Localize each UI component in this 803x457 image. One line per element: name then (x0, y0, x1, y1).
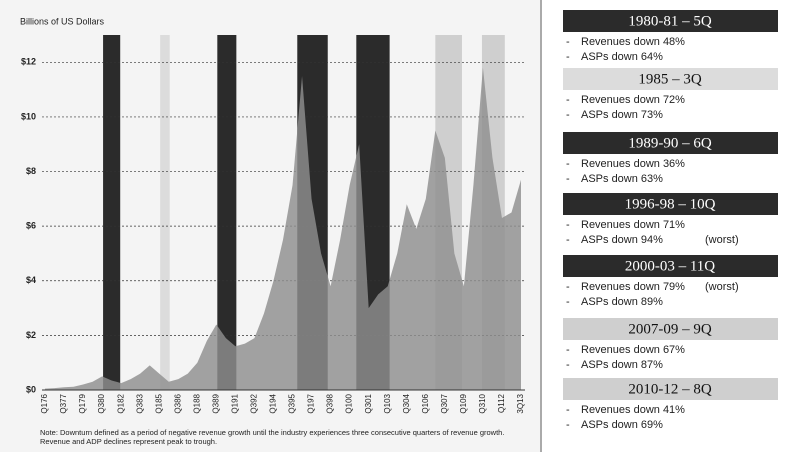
panel-title: 1980-81 – 5Q (628, 13, 711, 29)
bullet: - (566, 234, 570, 246)
footnote: Note: Downturn defined as a period of ne… (40, 428, 505, 446)
panel-title: 2010-12 – 8Q (628, 381, 711, 397)
x-tick-label: Q103 (383, 393, 392, 413)
x-tick-label: Q310 (478, 393, 487, 413)
panel-header (563, 10, 778, 32)
bullet: - (566, 359, 570, 371)
bullet: - (566, 109, 570, 121)
panel-item: ASPs down 64% (581, 51, 663, 63)
panel-item: Revenues down 41% (581, 404, 685, 416)
y-tick-label: $2 (26, 330, 36, 340)
bullet: - (566, 344, 570, 356)
x-tick-label: Q188 (192, 393, 201, 413)
y-tick-label: $4 (26, 275, 36, 285)
panel-item: Revenues down 48% (581, 36, 685, 48)
downturn-band (160, 35, 170, 390)
x-tick-label: Q386 (173, 393, 182, 413)
x-tick-label: Q191 (231, 393, 240, 413)
x-tick-label: Q176 (40, 393, 49, 413)
y-tick-label: $0 (26, 384, 36, 394)
area (45, 67, 521, 391)
x-tick-label: Q398 (326, 393, 335, 413)
panel-header (563, 193, 778, 215)
panel-header (563, 132, 778, 154)
panel-item: Revenues down 67% (581, 344, 685, 356)
x-tick-label: Q377 (59, 393, 68, 413)
x-tick-label: Q182 (116, 393, 125, 413)
panel-header (563, 68, 778, 90)
panel-item: Revenues down 79% (581, 281, 685, 293)
x-tick-label: Q301 (364, 393, 373, 413)
x-tick-label: Q304 (402, 393, 411, 413)
bullet: - (566, 51, 570, 63)
panel-item: Revenues down 72% (581, 94, 685, 106)
x-tick-label: Q194 (269, 393, 278, 413)
x-tick-label: Q106 (421, 393, 430, 413)
bullet: - (566, 404, 570, 416)
y-tick-label: $12 (21, 57, 36, 67)
x-tick-label: Q100 (345, 393, 354, 413)
panel-title: 2007-09 – 9Q (628, 321, 711, 337)
bullet: - (566, 219, 570, 231)
y-tick-label: $6 (26, 221, 36, 231)
x-tick-label: Q179 (78, 393, 87, 413)
panel-item: Revenues down 36% (581, 158, 685, 170)
y-axis-label: Billions of US Dollars (20, 16, 105, 26)
panel-note: (worst) (705, 234, 739, 246)
bullet: - (566, 173, 570, 185)
panel-item: ASPs down 73% (581, 109, 663, 121)
bullet: - (566, 36, 570, 48)
x-tick-label: Q380 (97, 393, 106, 413)
x-tick-label: 3Q13 (516, 393, 525, 413)
panel-title: 2000-03 – 11Q (625, 258, 715, 274)
bullet: - (566, 296, 570, 308)
bullet: - (566, 158, 570, 170)
x-tick-label: Q109 (459, 393, 468, 413)
y-tick-label: $8 (26, 166, 36, 176)
panel-note: (worst) (705, 281, 739, 293)
bullet: - (566, 281, 570, 293)
x-tick-label: Q392 (250, 393, 259, 413)
panel-title: 1989-90 – 6Q (628, 135, 711, 151)
panel-item: Revenues down 71% (581, 219, 685, 231)
downturn-band (217, 35, 237, 390)
y-tick-label: $10 (21, 111, 36, 121)
x-tick-label: Q185 (154, 393, 163, 413)
panel-item: ASPs down 69% (581, 419, 663, 431)
x-tick-label: Q383 (135, 393, 144, 413)
panel-item: ASPs down 89% (581, 296, 663, 308)
panel-item: ASPs down 94% (581, 234, 663, 246)
x-tick-label: Q307 (440, 393, 449, 413)
panel-header (563, 255, 778, 277)
panel-title: 1996-98 – 10Q (625, 196, 716, 212)
bullet: - (566, 419, 570, 431)
x-tick-label: Q389 (211, 393, 220, 413)
panel-item: ASPs down 87% (581, 359, 663, 371)
downturn-band (103, 35, 121, 390)
panel-header (563, 378, 778, 400)
x-tick-label: Q197 (307, 393, 316, 413)
bullet: - (566, 94, 570, 106)
panel-title: 1985 – 3Q (638, 71, 702, 87)
panel-header (563, 318, 778, 340)
note-box: Note: Downturn defined as a period of ne… (40, 428, 505, 446)
x-tick-label: Q112 (497, 393, 506, 413)
x-tick-label: Q395 (288, 393, 297, 413)
panel-item: ASPs down 63% (581, 173, 663, 185)
